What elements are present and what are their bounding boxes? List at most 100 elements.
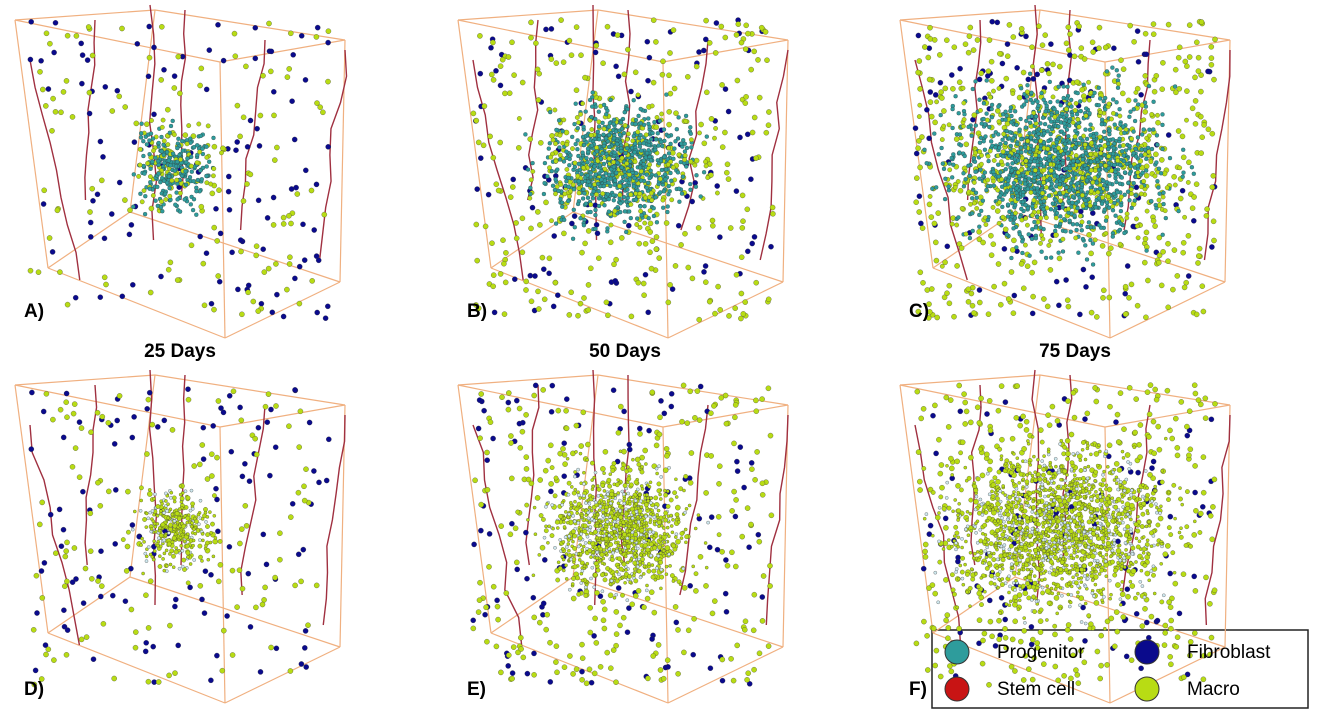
cell-dot [574,142,578,146]
cell-dot [757,95,762,100]
cell-dot [188,175,192,179]
cell-dot [1018,128,1022,132]
cell-dot [1056,303,1061,308]
cell-dot [1031,294,1036,299]
cell-dot [992,284,997,289]
cell-dot [70,580,75,585]
cell-dot [1099,147,1103,151]
cell-dot [549,26,554,31]
cell-dot [677,187,681,191]
cell-dot [995,108,1000,113]
cell-dot [672,86,677,91]
cell-dot [1074,236,1078,240]
cell-dot [985,112,989,116]
cell-dot [1209,244,1214,249]
cell-dot [40,595,45,600]
cell-dot [530,205,535,210]
cell-dot [637,114,641,118]
cell-dot [565,167,569,171]
cell-dot [148,488,151,491]
cell-dot [581,135,585,139]
cell-dot [723,557,728,562]
cell-dot [734,459,739,464]
cell-dot [928,89,933,94]
cell-dot [291,52,296,57]
cell-dot [979,71,984,76]
cell-dot [1097,86,1101,90]
cell-dot [607,125,611,129]
cell-dot [211,174,215,178]
cell-dot [237,541,242,546]
cell-dot [551,184,555,188]
cell-dot [594,146,598,150]
cell-dot [1067,199,1071,203]
cell-dot [99,584,104,589]
cell-dot [947,283,952,288]
cell-dot [1153,174,1157,178]
cell-dot [37,522,42,527]
cell-dot [207,160,211,164]
cell-dot [759,25,764,30]
cell-dot [1084,202,1088,206]
cell-dot [1098,135,1102,139]
cell-dot [576,174,580,178]
cell-dot [1004,110,1008,114]
cell-dot [517,421,522,426]
cell-dot [1111,46,1116,51]
cell-dot [675,127,679,131]
cell-dot [958,188,963,193]
cell-dot [1038,180,1042,184]
cell-dot [1209,44,1214,49]
cell-dot [194,213,198,217]
cell-dot [1084,128,1088,132]
cell-dot [541,601,546,606]
cell-dot [643,272,648,277]
cell-dot [1116,199,1120,203]
cell-dot [655,220,659,224]
cell-dot [1046,147,1050,151]
cell-dot [664,93,668,97]
cell-dot [666,205,670,209]
cell-dot [1097,172,1101,176]
cell-dot [932,132,936,136]
cell-dot [743,300,748,305]
cell-dot [1005,233,1009,237]
cell-dot [1111,111,1115,115]
cell-dot [1009,269,1014,274]
cell-dot [645,78,650,83]
cell-dot [638,204,642,208]
cell-dot [643,204,647,208]
cell-dot [977,287,982,292]
cell-dot [947,188,951,192]
cell-dot [167,542,171,546]
cell-dot [1010,114,1014,118]
cell-dot [503,280,508,285]
cell-dot [310,278,315,283]
cell-dot [657,256,662,261]
cube-edge [15,375,155,385]
cell-dot [481,143,486,148]
cell-dot [1183,59,1188,64]
cell-dot [1076,117,1080,121]
cell-dot [724,609,729,614]
cell-dot [990,107,994,111]
cell-dot [996,163,1000,167]
cell-dot [259,301,264,306]
cell-dot [1193,98,1198,103]
cell-dot [145,526,148,529]
cell-dot [536,97,541,102]
cell-dot [213,486,218,491]
cell-dot [710,218,715,223]
cell-dot [972,156,976,160]
cell-dot [572,208,576,212]
cell-dot [937,52,942,57]
cell-dot [296,552,301,557]
cell-dot [1122,231,1126,235]
cell-dot [576,126,580,130]
cell-dot [577,179,581,183]
cell-dot [166,142,170,146]
cell-dot [920,226,925,231]
cell-dot [1015,142,1019,146]
cell-dot [1133,199,1137,203]
cell-dot [1064,277,1069,282]
